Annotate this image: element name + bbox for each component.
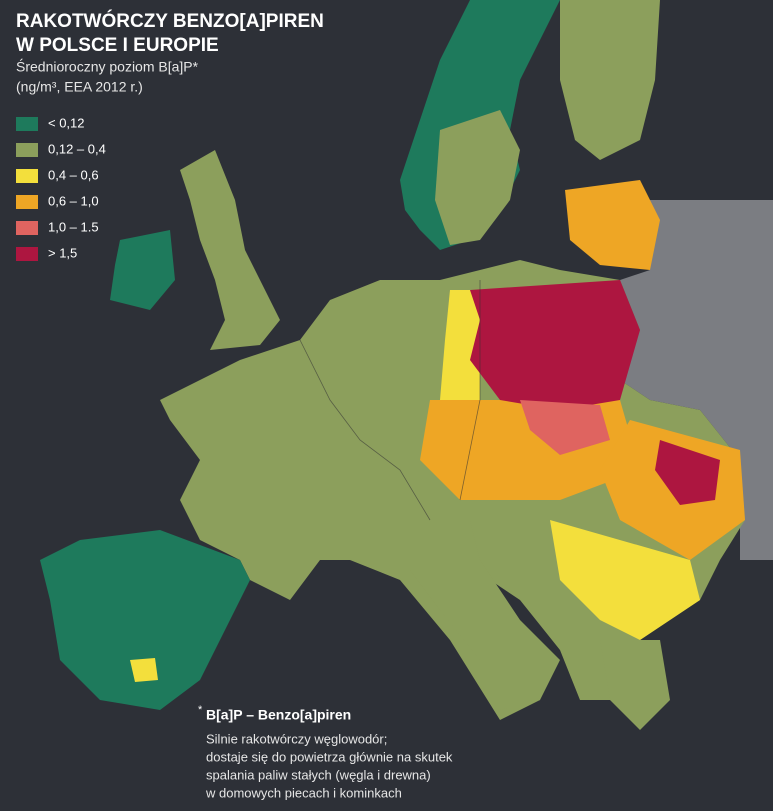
italy: [400, 520, 560, 710]
legend-label: > 1,5: [48, 245, 77, 260]
subtitle: (ng/m³, EEA 2012 r.): [16, 79, 143, 95]
legend-swatch: [16, 221, 38, 235]
legend: < 0,12 0,12 – 0,4 0,4 – 0,6 0,6 – 1,0 1,0 – …: [16, 115, 106, 261]
germany-east: [440, 290, 480, 400]
footnote-marker: *: [198, 704, 203, 716]
iberia: [40, 530, 250, 710]
no-data-land: [620, 200, 773, 560]
footnote-line: spalania paliw stałych (węgla i drewna): [206, 767, 431, 782]
greece: [600, 640, 670, 730]
title: RAKOTWÓRCZY BENZO[A]PIREN: [16, 10, 324, 32]
title: W POLSCE I EUROPIE: [16, 35, 219, 56]
great-britain: [180, 150, 280, 350]
balkans: [550, 520, 700, 640]
finland: [560, 0, 660, 160]
legend-swatch: [16, 143, 38, 157]
footnote-line: dostaje się do powietrza głównie na skut…: [206, 749, 453, 764]
spain-spot: [130, 658, 158, 682]
footnote-line: w domowych piecach i kominkach: [205, 785, 402, 800]
legend-swatch: [16, 169, 38, 183]
land: [40, 0, 773, 730]
romania-hotspot: [655, 440, 720, 505]
poland-south: [520, 400, 610, 455]
legend-label: 0,4 – 0,6: [48, 167, 99, 182]
footnote-term: B[a]P – Benzo[a]piren: [206, 707, 351, 723]
legend-swatch: [16, 195, 38, 209]
sweden-south: [435, 110, 520, 245]
subtitle: Średnioroczny poziom B[a]P*: [16, 58, 199, 75]
footnote-line: Silnie rakotwórczy węglowodór;: [206, 731, 387, 746]
border: [459, 280, 481, 501]
legend-label: 1,0 – 1.5: [48, 219, 99, 234]
legend-label: 0,12 – 0,4: [48, 141, 106, 156]
legend-label: < 0,12: [48, 115, 85, 130]
legend-label: 0,6 – 1,0: [48, 193, 99, 208]
legend-swatch: [16, 117, 38, 131]
legend-swatch: [16, 247, 38, 261]
border: [299, 339, 431, 521]
poland: [470, 280, 640, 410]
ireland: [110, 230, 175, 310]
baltics: [565, 180, 660, 270]
